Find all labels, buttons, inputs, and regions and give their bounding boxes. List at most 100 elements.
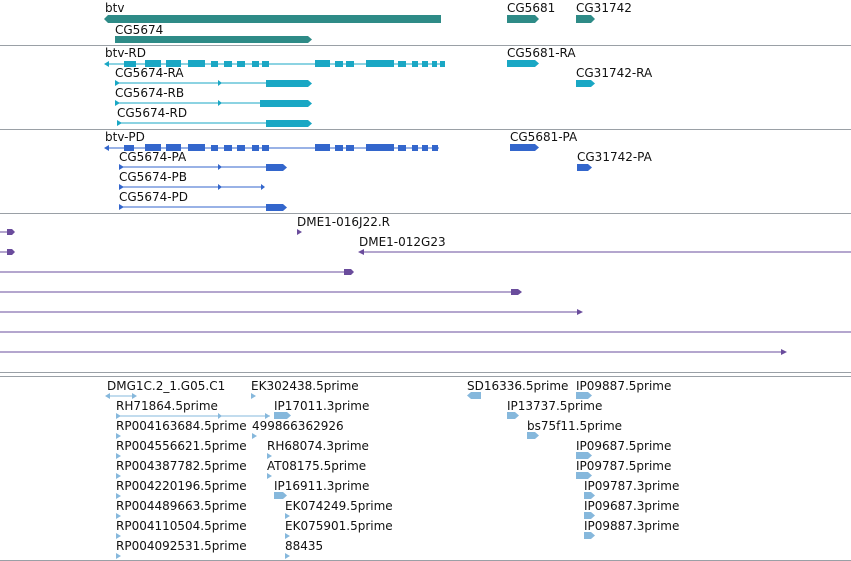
est-feature-rp004092531[interactable]: RP004092531.5prime [116,539,247,559]
est-feature-88435[interactable]: 88435 [285,539,323,559]
direction-arrow [285,533,290,539]
transcript-feature-btv-rd[interactable]: btv-RD [104,46,445,67]
est-block [467,392,481,399]
protein-feature-btv-pd[interactable]: btv-PD [104,130,439,151]
transcript-label: CG5674-RA [115,66,184,80]
protein-feature-cg5674-pa[interactable]: CG5674-PA [119,150,287,171]
est-feature-rp004220196[interactable]: RP004220196.5prime [116,479,247,499]
clone-label: DME1-016J22.R [297,215,390,229]
est-feature-ip09687-5p[interactable]: IP09687.5prime [576,439,671,459]
transcript-label: btv-RD [105,46,146,60]
est-feature-at08175[interactable]: AT08175.5prime [267,459,366,479]
est-label: RP004220196.5prime [116,479,247,493]
gene-feature-cg5681[interactable]: CG5681 [507,1,555,23]
est-feature-rp004110504[interactable]: RP004110504.5prime [116,519,247,539]
gene-feature-btv[interactable]: btv [104,1,441,23]
transcript-feature-cg31742-ra[interactable]: CG31742-RA [576,66,653,87]
est-label: 499866362926 [252,419,344,433]
transcripts-track: btv-RD CG5674-RA [104,46,653,127]
est-feature-rh71864[interactable]: RH71864.5prime [116,399,270,419]
est-label: RP004489663.5prime [116,499,247,513]
exon [124,145,134,151]
direction-arrow [116,533,121,539]
transcript-feature-cg5674-ra[interactable]: CG5674-RA [115,66,312,87]
protein-feature-cg5674-pb[interactable]: CG5674-PB [119,170,265,190]
est-label: IP17011.3prime [274,399,369,413]
exon [266,204,287,211]
est-label: SD16336.5prime [467,379,568,393]
clone-feature[interactable] [0,229,15,235]
protein-feature-cg5681-pa[interactable]: CG5681-PA [510,130,578,151]
clone-feature[interactable] [0,269,354,275]
exon [315,60,330,67]
est-feature-dmg1c[interactable]: DMG1C.2_1.G05.C1 [105,379,225,399]
est-feature-ek074249[interactable]: EK074249.5prime [285,499,393,519]
exon [335,145,343,151]
est-feature-rp004489663[interactable]: RP004489663.5prime [116,499,247,519]
gene-feature-cg31742[interactable]: CG31742 [576,1,632,23]
est-block [576,472,592,479]
direction-arrow [285,513,290,519]
exon [252,61,259,67]
direction-arrow [115,100,120,106]
est-feature-rp004556621[interactable]: RP004556621.5prime [116,439,247,459]
transcript-feature-cg5674-rd[interactable]: CG5674-RD [117,106,312,127]
exon [124,61,136,67]
transcript-label: CG5674-RD [117,106,187,120]
est-feature-ek302438[interactable]: EK302438.5prime [251,379,359,399]
clone-feature-dme1-016j22-r[interactable]: DME1-016J22.R [297,215,390,235]
est-feature-rp004163684[interactable]: RP004163684.5prime [116,419,247,439]
est-label: IP09787.3prime [584,479,679,493]
direction-arrow [119,204,124,210]
clone-feature[interactable] [0,289,522,295]
est-block [576,392,592,399]
est-feature-rp004387782[interactable]: RP004387782.5prime [116,459,247,479]
exon [510,144,539,151]
gene-label: CG5674 [115,23,163,37]
est-feature-bs75f11[interactable]: bs75f11.5prime [527,419,622,439]
est-feature-ip09787-3p[interactable]: IP09787.3prime [584,479,679,499]
transcript-feature-cg5681-ra[interactable]: CG5681-RA [507,46,576,67]
est-label: DMG1C.2_1.G05.C1 [107,379,225,393]
est-feature-rh68074[interactable]: RH68074.3prime [267,439,369,459]
protein-label: CG31742-PA [577,150,653,164]
exon [432,145,438,151]
exon [577,164,592,171]
exon [266,164,287,171]
est-label: IP16911.3prime [274,479,369,493]
est-feature-ip13737[interactable]: IP13737.5prime [507,399,602,419]
est-feature-ip16911[interactable]: IP16911.3prime [274,479,369,499]
transcript-label: CG5681-RA [507,46,576,60]
clone-feature-dme1-012g23[interactable]: DME1-012G23 [358,235,851,255]
clone-feature[interactable] [0,349,787,355]
gene-feature-cg5674[interactable]: CG5674 [115,23,312,43]
direction-arrow [297,229,302,235]
est-block [584,512,595,519]
protein-feature-cg31742-pa[interactable]: CG31742-PA [577,150,653,171]
clone-feature[interactable] [0,309,583,315]
est-feature-ip09787-5p[interactable]: IP09787.5prime [576,459,671,479]
est-feature-ip09887-3p[interactable]: IP09887.3prime [584,519,679,539]
est-label: EK075901.5prime [285,519,393,533]
est-label: 88435 [285,539,323,553]
clone-feature[interactable] [0,249,15,255]
est-feature-ip09887-5p[interactable]: IP09887.5prime [576,379,671,399]
exon [335,61,343,67]
exon [366,60,394,67]
protein-feature-cg5674-pd[interactable]: CG5674-PD [119,190,287,211]
est-feature-499866362926[interactable]: 499866362926 [252,419,344,439]
direction-arrow [104,61,109,67]
direction-arrow [511,289,522,295]
transcript-feature-cg5674-rb[interactable]: CG5674-RB [115,86,312,107]
est-feature-ek075901[interactable]: EK075901.5prime [285,519,393,539]
est-label: RP004556621.5prime [116,439,247,453]
exon [237,61,245,67]
est-label: RH71864.5prime [116,399,218,413]
est-feature-sd16336[interactable]: SD16336.5prime [467,379,568,399]
est-feature-ip09687-3p[interactable]: IP09687.3prime [584,499,679,519]
est-feature-ip17011[interactable]: IP17011.3prime [274,399,369,419]
direction-arrow [116,413,121,419]
direction-arrow [116,513,121,519]
exon [398,61,406,67]
